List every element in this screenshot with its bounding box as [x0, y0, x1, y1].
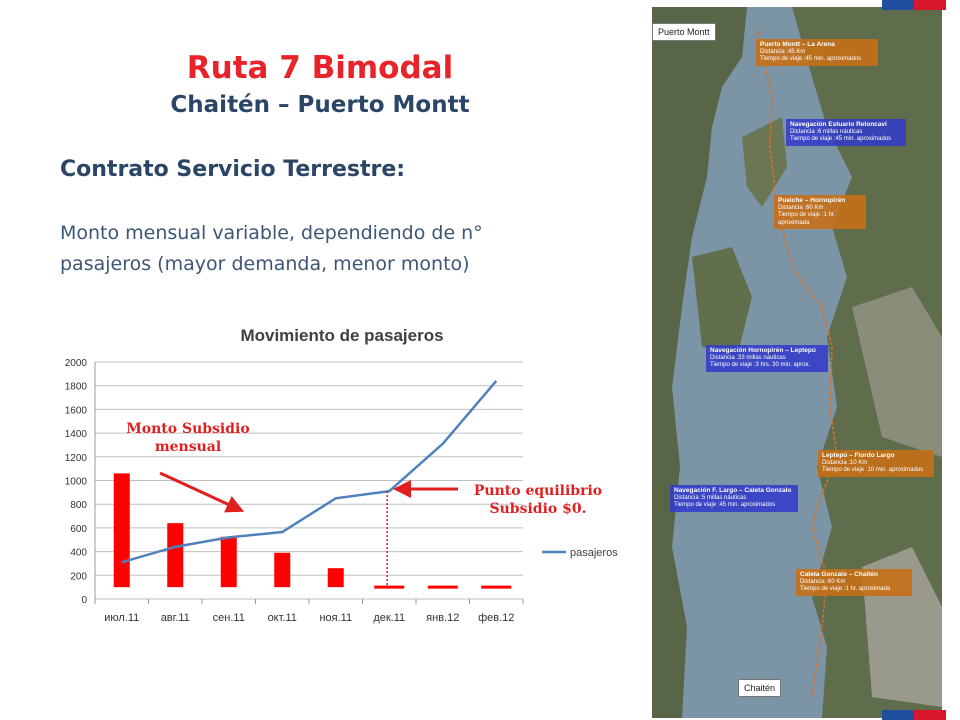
contract-heading: Contrato Servicio Terrestre:: [60, 157, 406, 182]
passenger-chart: Movimiento de pasajeros 0 200 400 600 800 100…: [65, 326, 618, 624]
x-tick-label: дек.11: [373, 612, 405, 624]
subsidy-bars: [113, 473, 344, 588]
route-map: Puerto Montt Chaitén Puerto Montt – La A…: [652, 7, 942, 718]
x-axis: июл.11 авг.11 сен.11 окт.11 ноя.11 дек.11 янв.…: [94, 599, 524, 624]
description-line-1: Monto mensual variable, dependiendo de n…: [60, 222, 483, 244]
equilibrium-label-line-1: Punto equilibrio: [474, 483, 602, 499]
route-stage-3: Pueiche – Hornopirén Distancia :60 Km Tiem…: [774, 195, 866, 229]
x-tick-label: фев.12: [478, 612, 514, 624]
route-stage-2: Navegación Estuario Reloncaví Distancia :…: [786, 119, 906, 146]
route-stage-7: Caleta Gonzalo – Chaitén Distancia :60 Km…: [796, 569, 912, 596]
subsidy-bar: [113, 473, 130, 588]
y-tick-label: 800: [70, 500, 87, 511]
y-tick-label: 1600: [65, 405, 88, 416]
subsidy-bar: [167, 523, 184, 588]
legend-label-pasajeros: pasajeros: [570, 547, 618, 559]
slide-subtitle: Chaitén – Puerto Montt: [170, 92, 470, 118]
subsidy-label-line-1: Monto Subsidio: [126, 421, 249, 437]
subsidy-arrow: [159, 471, 245, 513]
y-tick-label: 200: [70, 571, 87, 582]
y-tick-label: 1000: [65, 477, 88, 488]
x-tick-label: окт.11: [268, 612, 297, 624]
y-tick-label: 1200: [65, 453, 88, 464]
x-tick-label: сен.11: [213, 612, 245, 624]
series-line-pasajeros: [121, 380, 498, 564]
subsidy-bar: [274, 552, 291, 588]
chart-grid: [94, 361, 523, 600]
subsidy-bar: [220, 536, 237, 588]
subsidy-bar: [327, 568, 344, 588]
y-tick-label: 0: [81, 595, 87, 606]
chart-title: Movimiento de pasajeros: [240, 326, 443, 345]
destination-label: Chaitén: [738, 679, 782, 697]
flag-stripe-bottom: [882, 710, 946, 720]
x-tick-label: ноя.11: [319, 612, 352, 624]
y-axis: 0 200 400 600 800 1000 1200 1400 1600 1800 2000: [65, 358, 88, 606]
slide-title: Ruta 7 Bimodal: [186, 50, 454, 86]
contract-description: Monto mensual variable, dependiendo de n…: [60, 218, 620, 280]
x-tick-label: янв.12: [426, 612, 459, 624]
y-tick-label: 1400: [65, 429, 88, 440]
origin-label: Puerto Montt: [652, 23, 716, 41]
route-stage-5: Leptepú – Fiordo Largo Distancia :10 Km Ti…: [818, 450, 934, 477]
route-stage-1: Puerto Montt – La Arena Distancia :45 Km T…: [756, 39, 878, 66]
flag-stripe-top: [882, 0, 946, 10]
route-stage-4: Navegación Hornopirén – Leptepú Distancia…: [706, 345, 828, 372]
x-tick-label: июл.11: [104, 612, 139, 624]
subsidy-label-line-2: mensual: [155, 439, 221, 455]
y-tick-label: 600: [70, 524, 87, 535]
equilibrium-label-line-2: Subsidio $0.: [490, 501, 587, 517]
y-tick-label: 1800: [65, 382, 88, 393]
description-line-2: pasajeros (mayor demanda, menor monto): [60, 253, 470, 275]
y-tick-label: 2000: [65, 358, 88, 369]
y-tick-label: 400: [70, 548, 87, 559]
x-tick-label: авг.11: [161, 612, 190, 624]
route-stage-6: Navegación F. Largo – Caleta Gonzalo Dist…: [670, 485, 798, 512]
